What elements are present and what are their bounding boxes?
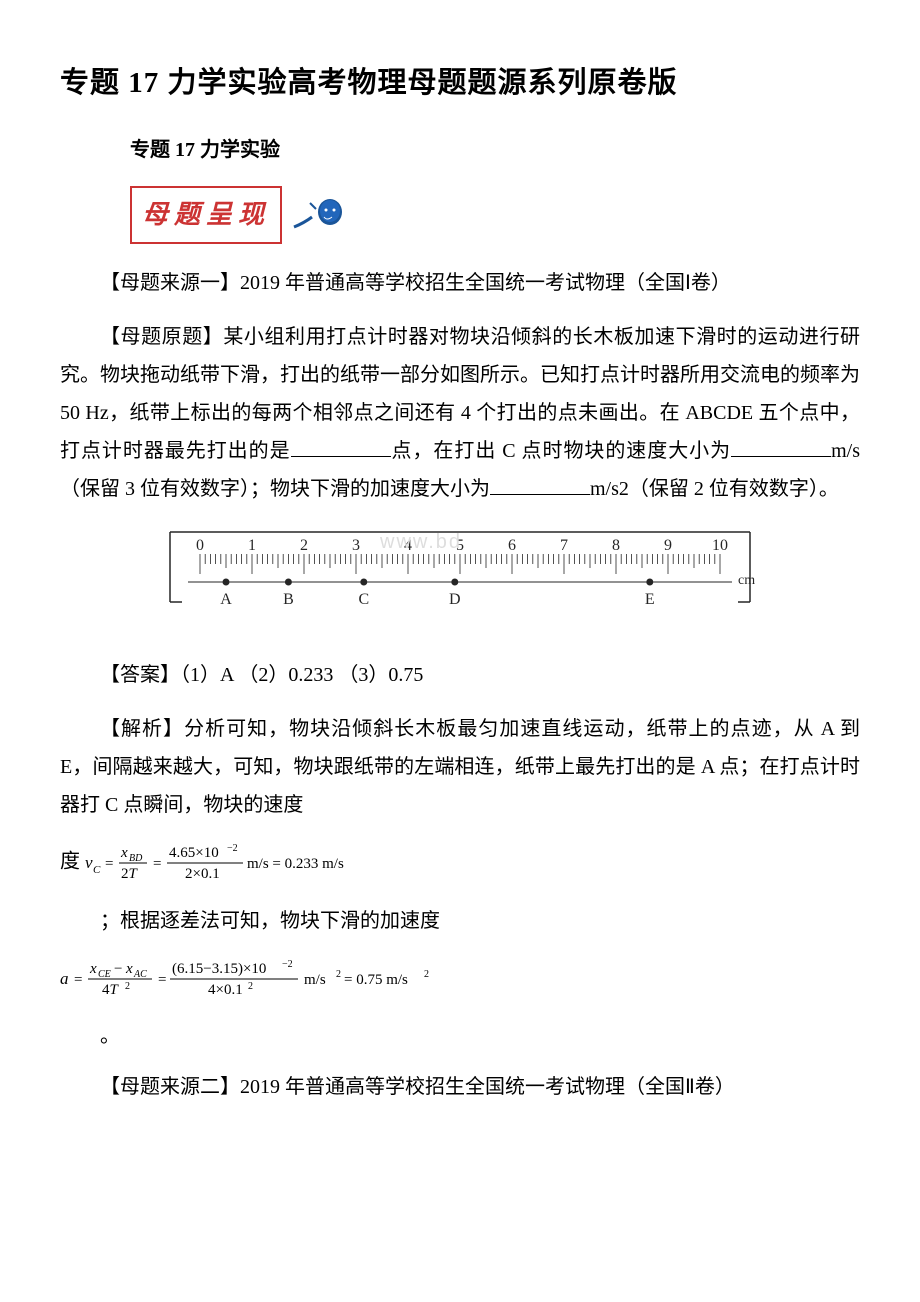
source-1-text: 2019 年普通高等学校招生全国统一考试物理（全国Ⅰ卷） <box>240 272 731 294</box>
question-body-4: m/s2（保留 2 位有效数字）。 <box>590 478 839 500</box>
svg-text:7: 7 <box>560 537 568 554</box>
svg-text:9: 9 <box>664 537 672 554</box>
question-text: 【母题原题】某小组利用打点计时器对物块沿倾斜的长木板加速下滑时的运动进行研究。物… <box>60 318 860 508</box>
svg-text:www.bd: www.bd <box>379 531 462 553</box>
answer-text: （1）A （2）0.233 （3）0.75 <box>180 664 423 686</box>
f1-num: 4.65×10 <box>169 845 219 861</box>
f2-eq1: = <box>74 972 82 988</box>
question-body-2: 点，在打出 C 点时物块的速度大小为 <box>391 440 732 462</box>
svg-text:1: 1 <box>248 537 256 554</box>
source-2-label: 【母题来源二】 <box>100 1076 240 1098</box>
f2-sub-ac: AC <box>133 969 147 980</box>
f2-t-exp: 2 <box>125 981 130 992</box>
page-title: 专题 17 力学实验高考物理母题题源系列原卷版 <box>60 60 860 106</box>
f1-vc: v <box>85 853 93 872</box>
source-2: 【母题来源二】2019 年普通高等学校招生全国统一考试物理（全国Ⅱ卷） <box>60 1068 860 1106</box>
f1-eq2: = <box>153 856 161 872</box>
svg-text:6: 6 <box>508 537 516 554</box>
f2-unit1: m/s <box>304 972 326 988</box>
f1-unit: m/s = 0.233 m/s <box>247 856 344 872</box>
f2-xce: x <box>89 961 97 977</box>
f2-4t2: 4T <box>102 982 120 998</box>
f1-xbd: x <box>120 845 128 861</box>
f2-unit-exp1: 2 <box>336 969 341 980</box>
source-1: 【母题来源一】2019 年普通高等学校招生全国统一考试物理（全国Ⅰ卷） <box>60 264 860 302</box>
answer-label: 【答案】 <box>100 664 180 686</box>
answer-line: 【答案】（1）A （2）0.233 （3）0.75 <box>60 656 860 694</box>
pen-icon <box>292 197 352 242</box>
svg-text:0: 0 <box>196 537 204 554</box>
analysis-para-2: ；根据逐差法可知，物块下滑的加速度 <box>60 902 860 940</box>
stamp-text: 母题呈现 <box>130 186 282 244</box>
f1-exp: −2 <box>227 843 238 854</box>
svg-text:2: 2 <box>300 537 308 554</box>
f2-den: 4×0.1 <box>208 982 243 998</box>
analysis-text-2: ；根据逐差法可知，物块下滑的加速度 <box>100 910 440 932</box>
f1-2t: 2T <box>121 866 139 882</box>
formula-2-line: a = x CE − x AC 4T 2 = (6.15−3.15)×10 −2… <box>60 956 860 1004</box>
svg-text:cm: cm <box>738 573 755 588</box>
ruler-svg: 012345678910cmABCDEwww.bd <box>150 526 770 636</box>
f2-a: a <box>60 969 69 988</box>
svg-text:C: C <box>358 591 369 608</box>
f2-result: = 0.75 m/s <box>344 972 408 988</box>
svg-text:B: B <box>283 591 294 608</box>
f1-sub-bd: BD <box>129 853 143 864</box>
formula-1: v C = x BD 2T = 4.65×10 −2 2×0.1 m/s = 0… <box>85 840 445 886</box>
f2-unit-exp2: 2 <box>424 969 429 980</box>
question-label: 【母题原题】 <box>100 326 223 348</box>
stamp-container: 母题呈现 <box>130 186 860 244</box>
svg-text:3: 3 <box>352 537 360 554</box>
formula-2: a = x CE − x AC 4T 2 = (6.15−3.15)×10 −2… <box>60 956 540 1004</box>
blank-3 <box>490 471 590 495</box>
period: 。 <box>60 1020 860 1052</box>
ruler-figure: 012345678910cmABCDEwww.bd <box>60 526 860 636</box>
svg-text:A: A <box>220 591 232 608</box>
f2-sub-ce: CE <box>98 969 111 980</box>
f1-eq1: = <box>105 856 113 872</box>
subtitle: 专题 17 力学实验 <box>130 134 860 166</box>
analysis-para-1: 【解析】分析可知，物块沿倾斜长木板最匀加速直线运动，纸带上的点迹，从 A 到 E… <box>60 710 860 824</box>
svg-text:8: 8 <box>612 537 620 554</box>
svg-text:10: 10 <box>712 537 728 554</box>
source-1-label: 【母题来源一】 <box>100 272 240 294</box>
f2-num-exp: −2 <box>282 959 293 970</box>
f2-eq2: = <box>158 972 166 988</box>
f2-minus: − <box>114 961 122 977</box>
blank-1 <box>291 433 391 457</box>
f1-sub-c: C <box>93 864 101 876</box>
svg-text:E: E <box>645 591 655 608</box>
f2-num: (6.15−3.15)×10 <box>172 961 266 977</box>
f2-xac: x <box>125 961 133 977</box>
f2-den-exp: 2 <box>248 981 253 992</box>
formula-1-line: 度 v C = x BD 2T = 4.65×10 −2 2×0.1 m/s =… <box>60 840 860 886</box>
source-2-text: 2019 年普通高等学校招生全国统一考试物理（全国Ⅱ卷） <box>240 1076 735 1098</box>
svg-text:D: D <box>449 591 461 608</box>
analysis-label: 【解析】 <box>100 718 184 740</box>
blank-2 <box>731 433 831 457</box>
f1-den: 2×0.1 <box>185 866 220 882</box>
